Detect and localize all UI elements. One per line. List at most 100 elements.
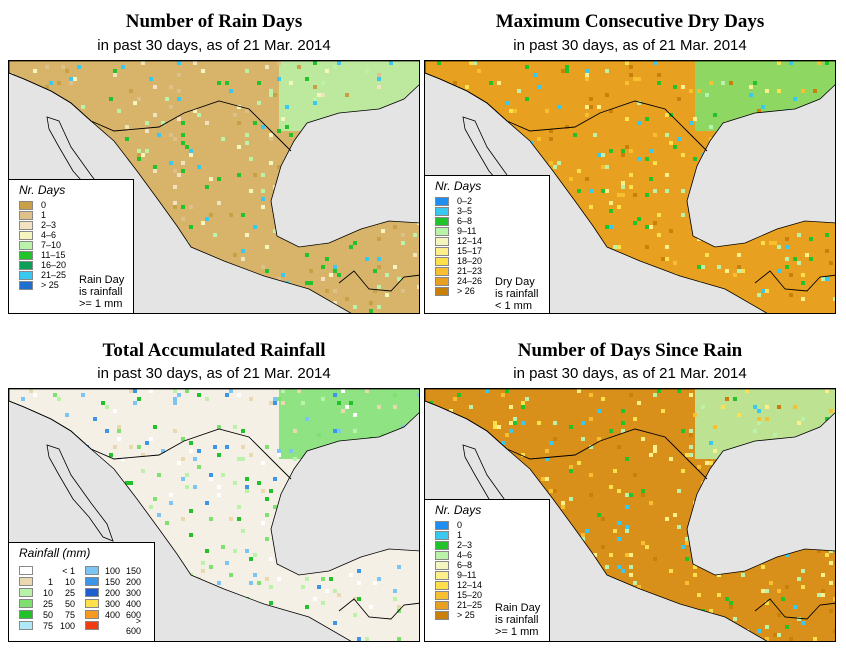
grid-cell bbox=[297, 193, 301, 197]
grid-cell bbox=[29, 389, 33, 393]
grid-cell bbox=[813, 505, 817, 509]
grid-cell bbox=[77, 477, 81, 481]
grid-cell bbox=[829, 561, 833, 565]
grid-cell bbox=[557, 313, 561, 314]
grid-cell bbox=[417, 433, 419, 437]
grid-cell bbox=[537, 489, 541, 493]
grid-cell bbox=[629, 573, 633, 577]
grid-cell bbox=[825, 249, 829, 253]
grid-cell bbox=[437, 61, 441, 65]
grid-cell bbox=[41, 481, 45, 485]
grid-cell bbox=[45, 85, 49, 89]
grid-cell bbox=[21, 433, 25, 437]
grid-cell bbox=[593, 553, 597, 557]
grid-cell bbox=[261, 285, 265, 289]
grid-cell bbox=[653, 161, 657, 165]
grid-cell bbox=[341, 497, 345, 501]
grid-cell bbox=[573, 569, 577, 573]
grid-cell bbox=[177, 173, 181, 177]
grid-cell bbox=[301, 585, 305, 589]
grid-cell bbox=[285, 221, 289, 225]
grid-cell bbox=[689, 393, 693, 397]
grid-cell bbox=[797, 577, 801, 581]
panel-subtitle: in past 30 days, as of 21 Mar. 2014 bbox=[513, 37, 747, 54]
grid-cell bbox=[793, 473, 797, 477]
grid-cell bbox=[149, 437, 153, 441]
legend-item: 18–20 bbox=[435, 256, 549, 266]
grid-cell bbox=[261, 521, 265, 525]
grid-cell bbox=[725, 173, 729, 177]
grid-cell bbox=[617, 265, 621, 269]
grid-cell bbox=[825, 233, 829, 237]
grid-cell bbox=[153, 165, 157, 169]
grid-cell bbox=[637, 121, 641, 125]
grid-cell bbox=[321, 265, 325, 269]
grid-cell bbox=[65, 69, 69, 73]
grid-cell bbox=[609, 149, 613, 153]
grid-cell bbox=[709, 309, 713, 313]
grid-cell bbox=[721, 81, 725, 85]
grid-cell bbox=[577, 389, 581, 393]
grid-cell bbox=[309, 517, 313, 521]
grid-cell bbox=[261, 265, 265, 269]
grid-cell bbox=[681, 85, 685, 89]
grid-cell bbox=[521, 421, 525, 425]
grid-cell bbox=[73, 461, 77, 465]
grid-cell bbox=[237, 105, 241, 109]
grid-cell bbox=[233, 253, 237, 257]
grid-cell bbox=[217, 81, 221, 85]
grid-cell bbox=[333, 65, 337, 69]
grid-cell bbox=[553, 437, 557, 441]
grid-cell bbox=[545, 457, 549, 461]
grid-cell bbox=[309, 241, 313, 245]
grid-cell bbox=[241, 257, 245, 261]
grid-cell bbox=[113, 69, 117, 73]
grid-cell bbox=[29, 421, 33, 425]
grid-cell bbox=[217, 453, 221, 457]
grid-cell bbox=[565, 69, 569, 73]
grid-cell bbox=[821, 589, 825, 593]
grid-cell bbox=[797, 233, 801, 237]
grid-cell bbox=[197, 449, 201, 453]
grid-cell bbox=[297, 65, 301, 69]
grid-cell bbox=[101, 313, 105, 314]
grid-cell bbox=[761, 517, 765, 521]
grid-cell bbox=[173, 249, 177, 253]
grid-cell bbox=[149, 261, 153, 265]
grid-cell bbox=[825, 481, 829, 485]
grid-cell bbox=[613, 245, 617, 249]
grid-cell bbox=[401, 477, 405, 481]
grid-cell bbox=[625, 505, 629, 509]
grid-cell bbox=[237, 393, 241, 397]
grid-cell bbox=[725, 313, 729, 314]
grid-cell bbox=[769, 217, 773, 221]
grid-cell bbox=[577, 297, 581, 301]
grid-cell bbox=[245, 109, 249, 113]
grid-cell bbox=[349, 573, 353, 577]
grid-cell bbox=[297, 293, 301, 297]
grid-cell bbox=[377, 489, 381, 493]
panel-subtitle: in past 30 days, as of 21 Mar. 2014 bbox=[513, 365, 747, 382]
grid-cell bbox=[361, 517, 365, 521]
grid-cell bbox=[617, 537, 621, 541]
grid-cell bbox=[473, 61, 477, 65]
grid-cell bbox=[633, 77, 637, 81]
grid-cell bbox=[737, 253, 741, 257]
grid-cell bbox=[789, 273, 793, 277]
grid-cell bbox=[665, 245, 669, 249]
grid-cell bbox=[309, 481, 313, 485]
grid-cell bbox=[21, 397, 25, 401]
grid-cell bbox=[609, 429, 613, 433]
grid-cell bbox=[57, 81, 61, 85]
grid-cell bbox=[765, 197, 769, 201]
grid-cell bbox=[725, 509, 729, 513]
grid-cell bbox=[473, 105, 477, 109]
grid-cell bbox=[349, 185, 353, 189]
grid-cell bbox=[545, 477, 549, 481]
grid-cell bbox=[801, 621, 805, 625]
grid-cell bbox=[753, 157, 757, 161]
legend-item: 9–11 bbox=[435, 226, 549, 236]
legend-item: 24–26 bbox=[435, 276, 549, 286]
grid-cell bbox=[693, 117, 697, 121]
grid-cell bbox=[281, 273, 285, 277]
